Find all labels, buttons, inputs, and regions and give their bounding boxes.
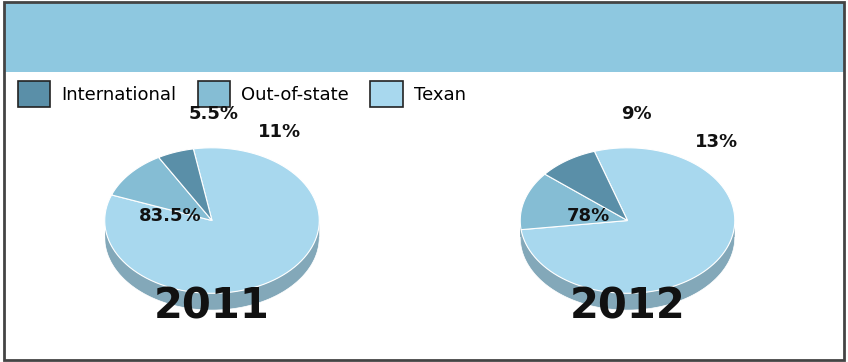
Polygon shape: [105, 148, 320, 293]
Legend: International, Out-of-state, Texan: International, Out-of-state, Texan: [18, 81, 466, 107]
Text: 78%: 78%: [566, 207, 610, 225]
Polygon shape: [520, 174, 628, 230]
Polygon shape: [545, 151, 628, 220]
Text: 13%: 13%: [695, 132, 738, 151]
Text: 83.5%: 83.5%: [139, 207, 201, 225]
Polygon shape: [521, 222, 734, 310]
Text: 2012: 2012: [570, 285, 685, 327]
Text: 11%: 11%: [258, 123, 301, 141]
Text: FRESHMAN CLASS STATISTICS: FRESHMAN CLASS STATISTICS: [142, 21, 706, 54]
Text: 9%: 9%: [622, 105, 652, 123]
Polygon shape: [105, 223, 319, 310]
Text: 2011: 2011: [154, 285, 270, 327]
Text: 5.5%: 5.5%: [189, 105, 239, 123]
Polygon shape: [159, 149, 212, 220]
Polygon shape: [112, 157, 212, 220]
Polygon shape: [521, 148, 735, 293]
